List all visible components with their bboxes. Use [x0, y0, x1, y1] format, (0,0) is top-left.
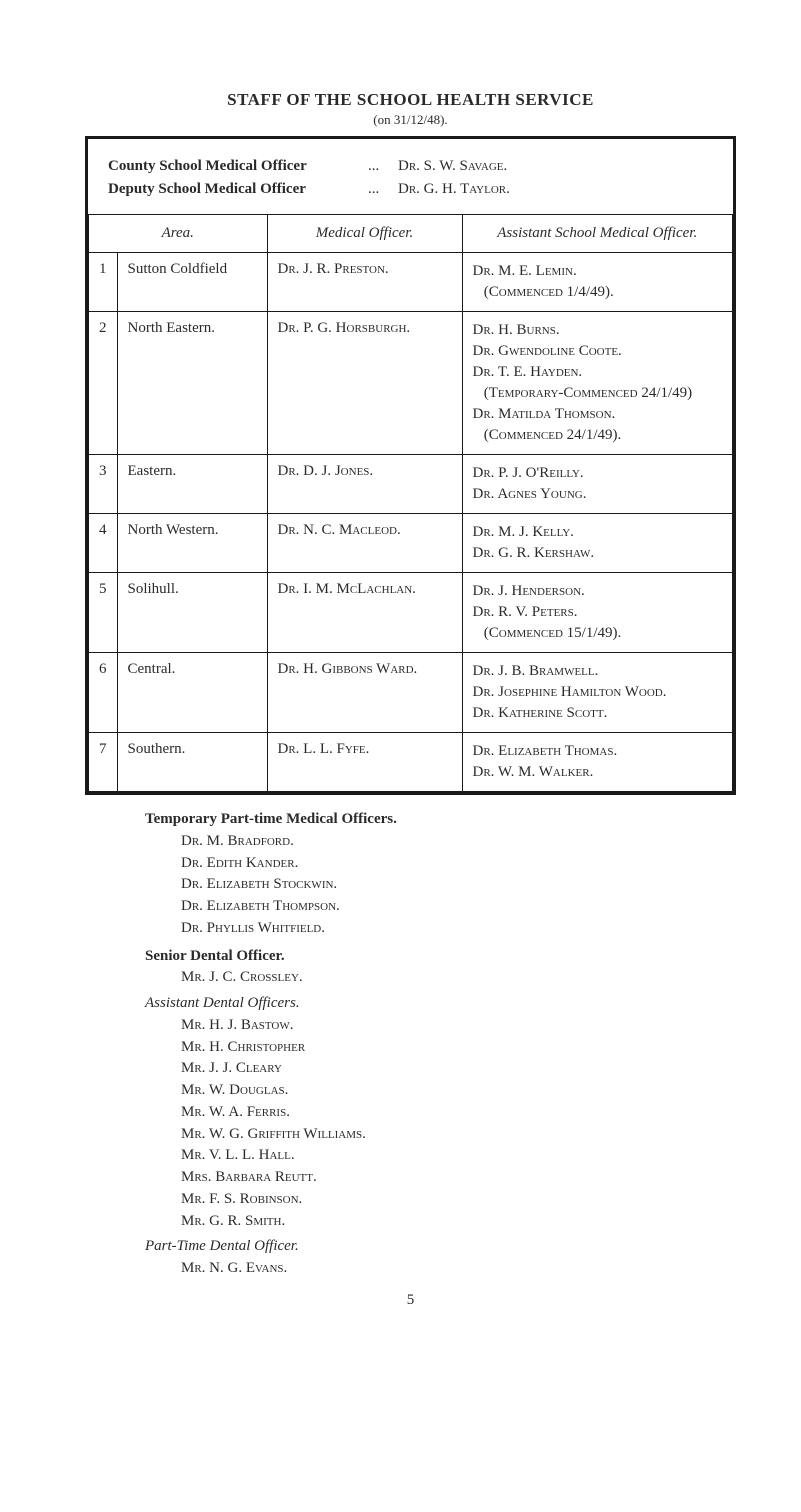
officers-block: County School Medical Officer ... Dr. S.…	[88, 139, 733, 214]
row-number: 5	[89, 573, 118, 653]
table-row: 4North Western.Dr. N. C. Macleod.Dr. M. …	[89, 514, 733, 573]
asmo-line: Dr. Elizabeth Thomas.	[473, 741, 723, 762]
asmo-line: Dr. M. J. Kelly.	[473, 522, 723, 543]
asmo-line: Dr. W. M. Walker.	[473, 762, 723, 783]
list-item: Dr. Elizabeth Stockwin.	[145, 874, 736, 896]
officer-label: County School Medical Officer	[108, 155, 368, 178]
table-row: 3Eastern.Dr. D. J. Jones.Dr. P. J. O'Rei…	[89, 455, 733, 514]
row-number: 7	[89, 733, 118, 792]
list-item: Mr. W. Douglas.	[145, 1080, 736, 1102]
list-item: Mr. N. G. Evans.	[145, 1258, 736, 1280]
list-item: Mr. G. R. Smith.	[145, 1211, 736, 1233]
officer-label: Deputy School Medical Officer	[108, 178, 368, 201]
asmo-line: Dr. P. J. O'Reilly.	[473, 463, 723, 484]
col-medical-officer: Medical Officer.	[267, 215, 462, 253]
officer-row: Deputy School Medical Officer ... Dr. G.…	[108, 178, 713, 201]
asmo-line: Dr. J. Henderson.	[473, 581, 723, 602]
page-subtitle: (on 31/12/48).	[85, 112, 736, 128]
area-cell: Solihull.	[117, 573, 267, 653]
asmo-line: (Commenced 1/4/49).	[473, 282, 723, 303]
list-item: Dr. M. Bradford.	[145, 831, 736, 853]
asmo-line: Dr. Katherine Scott.	[473, 703, 723, 724]
medical-officer-cell: Dr. N. C. Macleod.	[267, 514, 462, 573]
area-cell: North Eastern.	[117, 312, 267, 455]
assistant-medical-officer-cell: Dr. J. B. Bramwell.Dr. Josephine Hamilto…	[462, 653, 733, 733]
ellipsis: ...	[368, 178, 398, 201]
row-number: 2	[89, 312, 118, 455]
col-asst-medical-officer: Assistant School Medical Officer.	[462, 215, 733, 253]
area-cell: Eastern.	[117, 455, 267, 514]
asmo-line: Dr. Josephine Hamilton Wood.	[473, 682, 723, 703]
assistant-medical-officer-cell: Dr. Elizabeth Thomas.Dr. W. M. Walker.	[462, 733, 733, 792]
asmo-line: Dr. M. E. Lemin.	[473, 261, 723, 282]
ellipsis: ...	[368, 155, 398, 178]
area-cell: Southern.	[117, 733, 267, 792]
table-header-row: Area. Medical Officer. Assistant School …	[89, 215, 733, 253]
list-item: Mr. F. S. Robinson.	[145, 1189, 736, 1211]
asmo-line: Dr. H. Burns.	[473, 320, 723, 341]
list-item: Mr. J. C. Crossley.	[145, 967, 736, 989]
list-item: Mr. V. L. L. Hall.	[145, 1145, 736, 1167]
list-item: Mr. W. G. Griffith Williams.	[145, 1124, 736, 1146]
table-row: 5Solihull.Dr. I. M. McLachlan.Dr. J. Hen…	[89, 573, 733, 653]
col-area: Area.	[89, 215, 268, 253]
assistant-medical-officer-cell: Dr. H. Burns.Dr. Gwendoline Coote.Dr. T.…	[462, 312, 733, 455]
list-item: Mr. W. A. Ferris.	[145, 1102, 736, 1124]
lists-block: Temporary Part-time Medical Officers. Dr…	[145, 809, 736, 1280]
row-number: 4	[89, 514, 118, 573]
staff-table: Area. Medical Officer. Assistant School …	[88, 214, 733, 792]
asmo-line: Dr. G. R. Kershaw.	[473, 543, 723, 564]
asmo-line: Dr. Agnes Young.	[473, 484, 723, 505]
asmo-line: Dr. Matilda Thomson.	[473, 404, 723, 425]
medical-officer-cell: Dr. I. M. McLachlan.	[267, 573, 462, 653]
page-title: STAFF OF THE SCHOOL HEALTH SERVICE	[85, 90, 736, 110]
medical-officer-cell: Dr. J. R. Preston.	[267, 253, 462, 312]
asmo-line: Dr. T. E. Hayden.	[473, 362, 723, 383]
table-row: 6Central.Dr. H. Gibbons Ward.Dr. J. B. B…	[89, 653, 733, 733]
assistant-medical-officer-cell: Dr. J. Henderson.Dr. R. V. Peters. (Comm…	[462, 573, 733, 653]
temporary-officers-heading: Temporary Part-time Medical Officers.	[145, 809, 736, 831]
part-time-dental-officer-heading: Part-Time Dental Officer.	[145, 1236, 736, 1258]
officer-value: Dr. G. H. Taylor.	[398, 178, 510, 201]
asmo-line: (Commenced 24/1/49).	[473, 425, 723, 446]
officer-value: Dr. S. W. Savage.	[398, 155, 507, 178]
area-cell: Sutton Coldfield	[117, 253, 267, 312]
page-number: 5	[85, 1292, 736, 1309]
list-item: Mr. H. Christopher	[145, 1037, 736, 1059]
medical-officer-cell: Dr. H. Gibbons Ward.	[267, 653, 462, 733]
list-item: Dr. Phyllis Whitfield.	[145, 918, 736, 940]
officer-row: County School Medical Officer ... Dr. S.…	[108, 155, 713, 178]
table-row: 1Sutton ColdfieldDr. J. R. Preston.Dr. M…	[89, 253, 733, 312]
assistant-medical-officer-cell: Dr. M. E. Lemin. (Commenced 1/4/49).	[462, 253, 733, 312]
medical-officer-cell: Dr. L. L. Fyfe.	[267, 733, 462, 792]
staff-box: County School Medical Officer ... Dr. S.…	[85, 136, 736, 795]
list-item: Mrs. Barbara Reutt.	[145, 1167, 736, 1189]
assistant-medical-officer-cell: Dr. M. J. Kelly.Dr. G. R. Kershaw.	[462, 514, 733, 573]
asmo-line: Dr. R. V. Peters.	[473, 602, 723, 623]
assistant-medical-officer-cell: Dr. P. J. O'Reilly.Dr. Agnes Young.	[462, 455, 733, 514]
row-number: 1	[89, 253, 118, 312]
medical-officer-cell: Dr. D. J. Jones.	[267, 455, 462, 514]
list-item: Dr. Edith Kander.	[145, 853, 736, 875]
list-item: Dr. Elizabeth Thompson.	[145, 896, 736, 918]
row-number: 6	[89, 653, 118, 733]
assistant-dental-officers-heading: Assistant Dental Officers.	[145, 993, 736, 1015]
list-item: Mr. H. J. Bastow.	[145, 1015, 736, 1037]
asmo-line: Dr. Gwendoline Coote.	[473, 341, 723, 362]
area-cell: North Western.	[117, 514, 267, 573]
medical-officer-cell: Dr. P. G. Horsburgh.	[267, 312, 462, 455]
table-row: 7Southern.Dr. L. L. Fyfe.Dr. Elizabeth T…	[89, 733, 733, 792]
asmo-line: (Temporary-Commenced 24/1/49)	[473, 383, 723, 404]
asmo-line: (Commenced 15/1/49).	[473, 623, 723, 644]
senior-dental-officer-heading: Senior Dental Officer.	[145, 946, 736, 968]
table-row: 2North Eastern.Dr. P. G. Horsburgh.Dr. H…	[89, 312, 733, 455]
asmo-line: Dr. J. B. Bramwell.	[473, 661, 723, 682]
list-item: Mr. J. J. Cleary	[145, 1058, 736, 1080]
area-cell: Central.	[117, 653, 267, 733]
row-number: 3	[89, 455, 118, 514]
